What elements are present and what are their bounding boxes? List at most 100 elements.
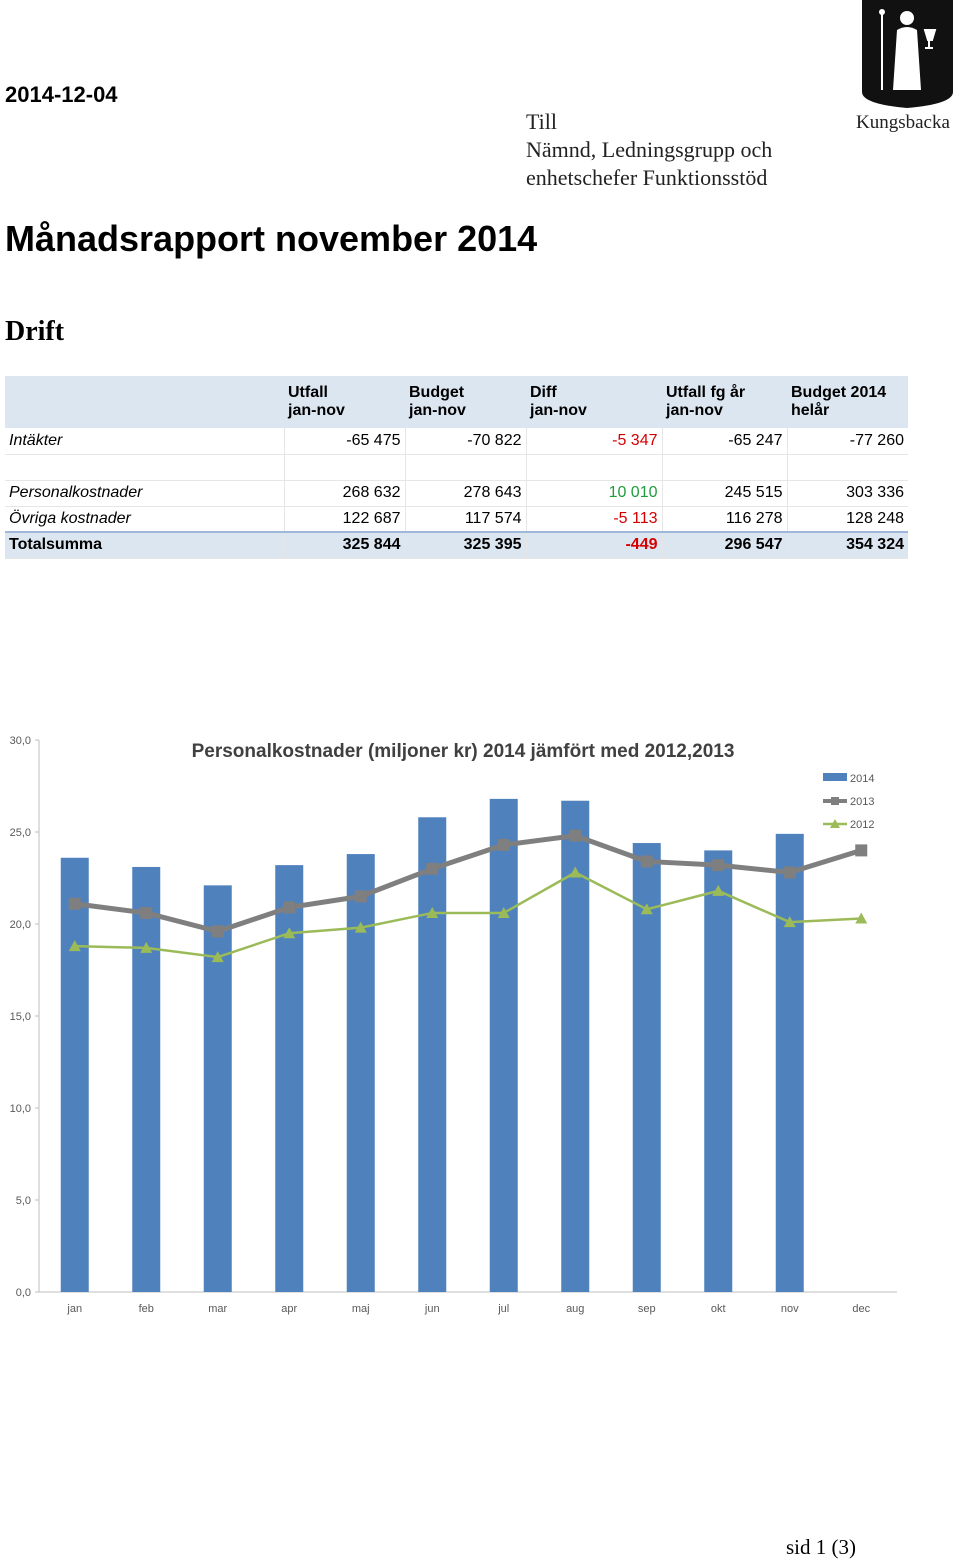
point-2013-nov [783,866,796,879]
bar-2014-jul [489,798,518,1292]
point-2013-sep [640,855,653,868]
bar-2014-maj [346,854,375,1292]
legend-label-2012: 2012 [850,819,874,831]
point-2013-okt [712,859,725,872]
recipient-line: Till [526,109,558,134]
bar-2014-aug [561,800,590,1292]
table-cell [526,454,663,481]
point-2013-apr [283,901,296,914]
header-cell: Diff [526,376,662,402]
table-cell [405,454,527,481]
row-label: Intäkter [5,428,285,455]
table-cell: 117 574 [405,506,527,533]
row-label [5,454,285,481]
row-label: Totalsumma [5,531,285,559]
point-2013-jul [497,838,510,851]
x-tick-label: apr [281,1303,297,1315]
y-tick-label: 5,0 [16,1195,31,1207]
bar-2014-sep [632,843,661,1292]
recipient-block: Till Nämnd, Ledningsgrupp och enhetschef… [526,108,772,192]
table-cell: 303 336 [787,480,908,507]
x-tick-label: jun [424,1303,440,1315]
header-cell: Utfall fg år [662,376,787,402]
bar-2014-mar [203,885,232,1292]
y-tick-label: 30,0 [10,735,31,747]
point-2013-feb [140,906,153,919]
report-date: 2014-12-04 [5,82,118,107]
x-tick-label: aug [566,1303,584,1315]
table-cell: 128 248 [787,506,908,533]
recipient-line: Nämnd, Ledningsgrupp och [526,137,773,162]
y-tick-label: 15,0 [10,1011,31,1023]
table-cell: -65 247 [662,428,788,455]
point-2012-nov [783,916,796,928]
legend-marker-2012 [830,819,840,828]
total-row: Totalsumma 325 844 325 395 -449 296 547 … [5,531,908,559]
table-cell: 122 687 [284,506,406,533]
point-2012-jun [426,906,439,918]
header-cell: jan-nov [526,402,662,428]
table-cell: 278 643 [405,480,527,507]
point-2013-jun [426,862,439,875]
table-header-row: jan-nov jan-nov jan-nov jan-nov helår [5,402,908,428]
diff-cell: -5 347 [526,428,663,455]
header-cell: jan-nov [662,402,787,428]
point-2012-jan [68,940,81,952]
point-2012-dec [855,912,868,924]
point-2012-feb [140,941,153,953]
table-cell: 325 844 [284,531,406,559]
x-tick-label: okt [711,1303,726,1315]
row-label: Övriga kostnader [5,506,285,533]
point-2012-mar [211,951,224,963]
logo-text: Kungsbacka [856,112,950,133]
point-2012-maj [354,921,367,933]
table-cell: 268 632 [284,480,406,507]
point-2012-okt [712,884,725,896]
header-cell [5,376,284,402]
bar-2014-nov [775,833,804,1292]
x-tick-label: jul [497,1303,509,1315]
x-tick-label: mar [208,1303,227,1315]
bar-2014-jun [418,817,447,1292]
header-cell: Budget 2014 [787,376,908,402]
point-2013-dec [855,844,868,857]
y-tick-label: 25,0 [10,827,31,839]
x-tick-label: jan [66,1303,82,1315]
header-cell: Budget [405,376,526,402]
legend-marker-2014 [823,773,847,781]
point-2013-jan [68,897,81,910]
table-row: Intäkter -65 475 -70 822 -5 347 -65 247 … [5,428,908,455]
table-cell: 354 324 [787,531,908,559]
point-2012-sep [640,903,653,915]
table-row: Övriga kostnader 122 687 117 574 -5 113 … [5,506,908,533]
x-tick-label: nov [781,1303,799,1315]
line-series-2013 [74,833,862,934]
table-header-row: Utfall Budget Diff Utfall fg år Budget 2… [5,376,908,402]
diff-cell: 10 010 [526,480,663,507]
kungsbacka-coat-of-arms-logo [862,0,953,108]
y-tick-label: 20,0 [10,919,31,931]
point-2013-maj [354,890,367,903]
point-2012-apr [283,927,296,939]
table-cell: -70 822 [405,428,527,455]
diff-cell: -449 [526,531,663,559]
table-cell: 296 547 [662,531,788,559]
x-tick-label: feb [139,1303,154,1315]
header-cell [5,402,284,428]
bar-2014-okt [704,850,733,1292]
x-tick-label: dec [852,1303,870,1315]
table-row: Personalkostnader 268 632 278 643 10 010… [5,480,908,507]
header-cell: Utfall [284,376,405,402]
row-label: Personalkostnader [5,480,285,507]
legend-label-2014: 2014 [850,773,874,785]
point-2012-jul [497,906,510,918]
table-cell: -77 260 [787,428,908,455]
line-series-2012 [74,871,862,959]
table-cell [787,454,908,481]
header-cell: helår [787,402,908,428]
personnel-cost-chart: Personalkostnader (miljoner kr) 2014 jäm… [0,720,960,1320]
table-row [5,454,908,481]
table-cell: 245 515 [662,480,788,507]
point-2012-aug [569,866,582,878]
x-tick-label: maj [352,1303,370,1315]
